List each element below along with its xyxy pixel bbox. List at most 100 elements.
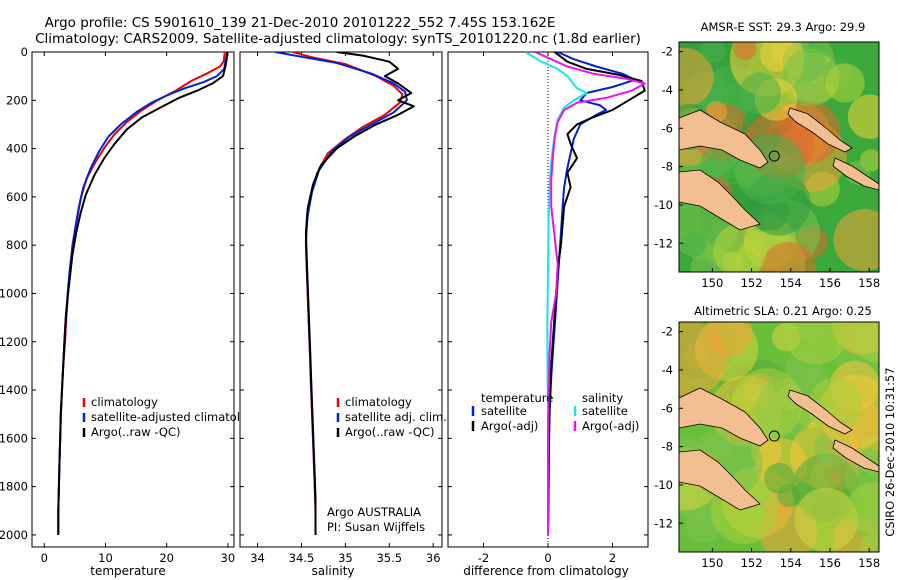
temperature-xtick-label: 10 (98, 551, 113, 565)
sla-lon-label: 156 (819, 556, 841, 570)
difference-legend-temp-argo: Argo(-adj) (481, 419, 538, 433)
sst-cells-patch (781, 48, 840, 107)
sst-lat-label: -2 (662, 45, 673, 59)
sst-cells-patch (713, 223, 767, 272)
sst-lat-label: -8 (662, 160, 673, 174)
depth-tick-label: 200 (6, 93, 28, 107)
temperature-series-2-line (57, 52, 229, 535)
sst-map-axes: -2 -4 -6 -8 -10 -12 150 152 154 156 158 (654, 45, 880, 290)
depth-tick-label: 1400 (0, 383, 28, 397)
title-line-1: Argo profile: CS 5901610_139 21-Dec-2010… (45, 15, 556, 31)
depth-tick-label: 1200 (0, 335, 28, 349)
sla-lat-label: -6 (662, 401, 673, 415)
temperature-lines (57, 52, 229, 535)
sla-cells-patch (859, 532, 879, 552)
difference-legend: temperature satellite Argo(-adj) salinit… (471, 391, 639, 433)
sst-land-bougainville (787, 107, 853, 153)
float-owner-label: Argo AUSTRALIA (327, 505, 421, 519)
temperature-xtick-label: 0 (41, 551, 48, 565)
sla-land-solomons (832, 439, 879, 473)
sla-cells-patch (679, 322, 727, 397)
sst-cells-patch (739, 72, 781, 115)
sst-cells-patch (700, 42, 726, 63)
sla-cells-patch (763, 462, 795, 494)
sst-lon-label: 150 (701, 276, 723, 290)
sla-map-axes: -2 -4 -6 -8 -10 -12 150 152 154 156 158 (654, 325, 880, 570)
sst-cells-patch (847, 94, 879, 139)
sst-lon-label: 156 (819, 276, 841, 290)
salinity-xtick-label: 34 (250, 551, 265, 565)
sla-lat-label: -4 (662, 363, 673, 377)
temperature-xlabel: temperature (90, 564, 165, 578)
sla-map-title: Altimetric SLA: 0.21 Argo: 0.25 (694, 304, 872, 318)
difference-legend-temperature-title: temperature (481, 391, 553, 405)
sst-map-frame (678, 41, 880, 273)
temperature-legend-argo: Argo(..raw -QC) (91, 425, 181, 439)
sst-lon-label: 158 (858, 276, 880, 290)
sst-cells-patch (760, 241, 816, 272)
temperature-legend-climatology: climatology (91, 395, 158, 409)
difference-xlabel: difference from climatology (463, 564, 629, 578)
difference-xtick-label: -2 (478, 551, 489, 565)
depth-tick-label: 1800 (0, 480, 28, 494)
difference-lines (524, 52, 646, 535)
sst-lon-label: 154 (780, 276, 802, 290)
sst-cells-patch (679, 47, 714, 108)
salinity-profile-panel: 34 34.5 35 35.5 36 salinity climatology sate… (239, 51, 447, 578)
salinity-legend: climatology satellite adj. clim. Argo(..… (336, 395, 447, 439)
salinity-xtick-label: 35.5 (376, 551, 402, 565)
pi-label: PI: Susan Wijffels (327, 520, 425, 534)
sst-lat-label: -6 (662, 121, 673, 135)
salinity-legend-argo: Argo(..raw -QC) (345, 425, 435, 439)
sst-map-panel: AMSR-E SST: 29.3 Argo: 29.9 -2-4-6-8-10-… (654, 20, 880, 290)
salinity-legend-climatology: climatology (345, 395, 412, 409)
sst-map-title: AMSR-E SST: 29.3 Argo: 29.9 (701, 20, 866, 34)
sla-cells-patch (794, 487, 859, 552)
sla-cells-patch (782, 322, 850, 365)
depth-tick-label: 0 (21, 45, 28, 59)
sla-cells-patch (847, 482, 879, 535)
temperature-legend-satellite: satellite-adjusted climatology (91, 410, 261, 424)
sla-lat-label: -8 (662, 440, 673, 454)
depth-tick-label: 600 (6, 190, 28, 204)
sla-land-new-britain (679, 387, 769, 447)
sst-land-solomons (832, 157, 879, 191)
temperature-legend: climatology satellite-adjusted climatolo… (82, 395, 261, 439)
sst-cells-patch (825, 63, 865, 103)
difference-profile-panel: -2 0 2 difference from climatology tempera… (447, 51, 649, 578)
difference-legend-temp-satellite: satellite (481, 404, 527, 418)
salinity-series-2-line (304, 52, 415, 535)
sst-land-new-guinea (679, 169, 761, 231)
salinity-xtick-label: 36 (426, 551, 441, 565)
sla-lat-label: -12 (654, 516, 673, 530)
sla-lon-label: 158 (858, 556, 880, 570)
sst-lat-label: -10 (654, 198, 673, 212)
salinity-xtick-label: 35 (338, 551, 353, 565)
difference-legend-sal-satellite: satellite (582, 404, 628, 418)
sla-lon-label: 150 (701, 556, 723, 570)
title-line-2: Climatology: CARS2009. Satellite-adjuste… (35, 31, 641, 47)
depth-tick-label: 1000 (0, 286, 28, 300)
sla-float-marker (768, 430, 780, 442)
sla-land-bougainville (787, 389, 853, 435)
salinity-ticks: 34 34.5 35 35.5 36 (240, 51, 442, 565)
salinity-xtick-label: 34.5 (289, 551, 315, 565)
sla-lon-label: 152 (741, 556, 763, 570)
difference-legend-sal-argo: Argo(-adj) (582, 419, 639, 433)
salinity-lines (274, 52, 415, 535)
difference-series-3-line (534, 52, 646, 535)
sst-land-new-britain (679, 109, 769, 169)
sla-lon-label: 154 (780, 556, 802, 570)
sla-map-frame (678, 321, 880, 553)
salinity-xlabel: salinity (311, 564, 354, 578)
csiro-credit: CSIRO 26-Dec-2010 10:31:57 (883, 367, 897, 536)
temperature-axes-frame (31, 51, 235, 548)
difference-xtick-label: 2 (609, 551, 616, 565)
depth-tick-label: 2000 (0, 528, 28, 542)
sst-lat-label: -12 (654, 236, 673, 250)
salinity-axes-frame (239, 51, 443, 548)
sla-map-panel: Altimetric SLA: 0.21 Argo: 0.25 -2 -4 -6 -8… (654, 304, 880, 570)
sla-land-new-guinea (679, 449, 761, 511)
difference-xtick-label: 0 (544, 551, 551, 565)
temperature-xtick-label: 20 (159, 551, 174, 565)
